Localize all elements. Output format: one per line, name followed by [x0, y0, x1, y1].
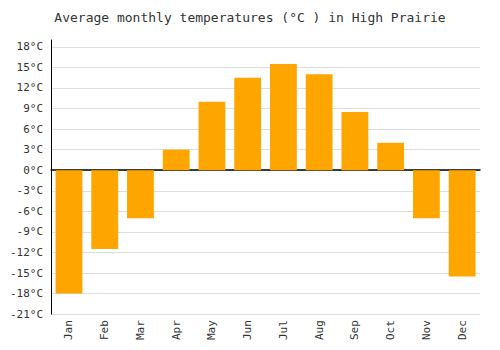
- svg-text:12°C: 12°C: [17, 81, 44, 94]
- svg-text:Jul: Jul: [277, 320, 290, 340]
- svg-text:Sep: Sep: [348, 320, 361, 340]
- svg-text:-18°C: -18°C: [10, 287, 43, 300]
- svg-text:-6°C: -6°C: [17, 205, 44, 218]
- svg-text:May: May: [205, 320, 218, 340]
- svg-text:-9°C: -9°C: [17, 225, 44, 238]
- svg-text:Aug: Aug: [313, 320, 326, 340]
- svg-text:Nov: Nov: [420, 320, 433, 340]
- svg-text:-15°C: -15°C: [10, 267, 43, 280]
- svg-text:18°C: 18°C: [17, 40, 44, 53]
- svg-text:Apr: Apr: [170, 320, 183, 340]
- svg-text:-12°C: -12°C: [10, 246, 43, 259]
- svg-text:Oct: Oct: [384, 320, 397, 340]
- svg-text:0°C: 0°C: [23, 164, 43, 177]
- svg-text:Jun: Jun: [241, 320, 254, 340]
- svg-text:-3°C: -3°C: [17, 184, 44, 197]
- svg-text:6°C: 6°C: [23, 123, 43, 136]
- svg-text:3°C: 3°C: [23, 143, 43, 156]
- svg-text:Jan: Jan: [62, 320, 75, 340]
- svg-text:15°C: 15°C: [17, 61, 44, 74]
- svg-text:9°C: 9°C: [23, 102, 43, 115]
- svg-text:Average monthly temperatures (: Average monthly temperatures (°C ) in Hi…: [54, 10, 446, 25]
- svg-text:Dec: Dec: [456, 320, 469, 340]
- svg-text:Mar: Mar: [134, 320, 147, 340]
- svg-text:-21°C: -21°C: [10, 308, 43, 321]
- svg-text:Feb: Feb: [98, 320, 111, 340]
